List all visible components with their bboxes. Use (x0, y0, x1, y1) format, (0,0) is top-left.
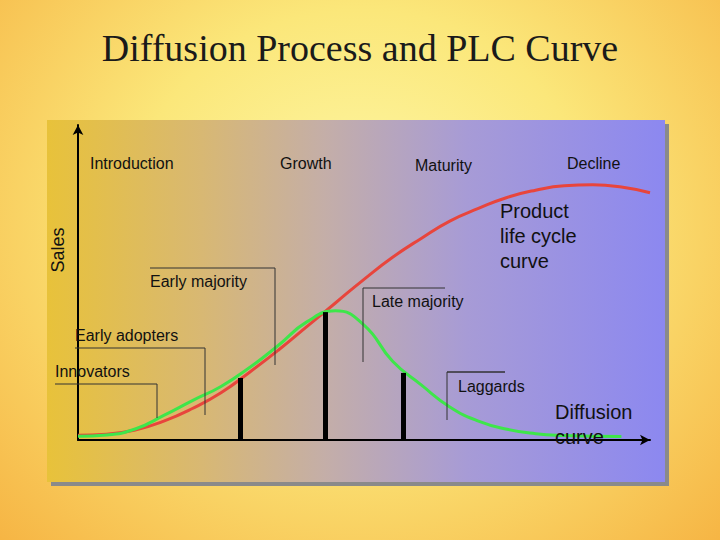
svg-text:Decline: Decline (567, 155, 620, 172)
svg-text:Diffusion: Diffusion (555, 401, 638, 423)
svg-text:Late majority: Late majority (372, 293, 464, 310)
svg-text:Early majority: Early majority (150, 273, 247, 290)
svg-text:Product: Product (500, 200, 574, 222)
svg-text:Introduction: Introduction (90, 155, 174, 172)
svg-text:Diffusion Process and PLC Curv: Diffusion Process and PLC Curve (102, 27, 619, 69)
svg-text:Innovators: Innovators (55, 363, 130, 380)
svg-text:Laggards: Laggards (458, 378, 525, 395)
svg-text:Maturity: Maturity (415, 157, 472, 174)
svg-text:life cycle: life cycle (500, 225, 582, 247)
svg-text:curve: curve (500, 250, 549, 272)
svg-text:Early adopters: Early adopters (75, 327, 178, 344)
svg-text:Growth: Growth (280, 155, 332, 172)
svg-text:curve: curve (555, 426, 604, 448)
svg-text:Sales: Sales (48, 227, 68, 272)
